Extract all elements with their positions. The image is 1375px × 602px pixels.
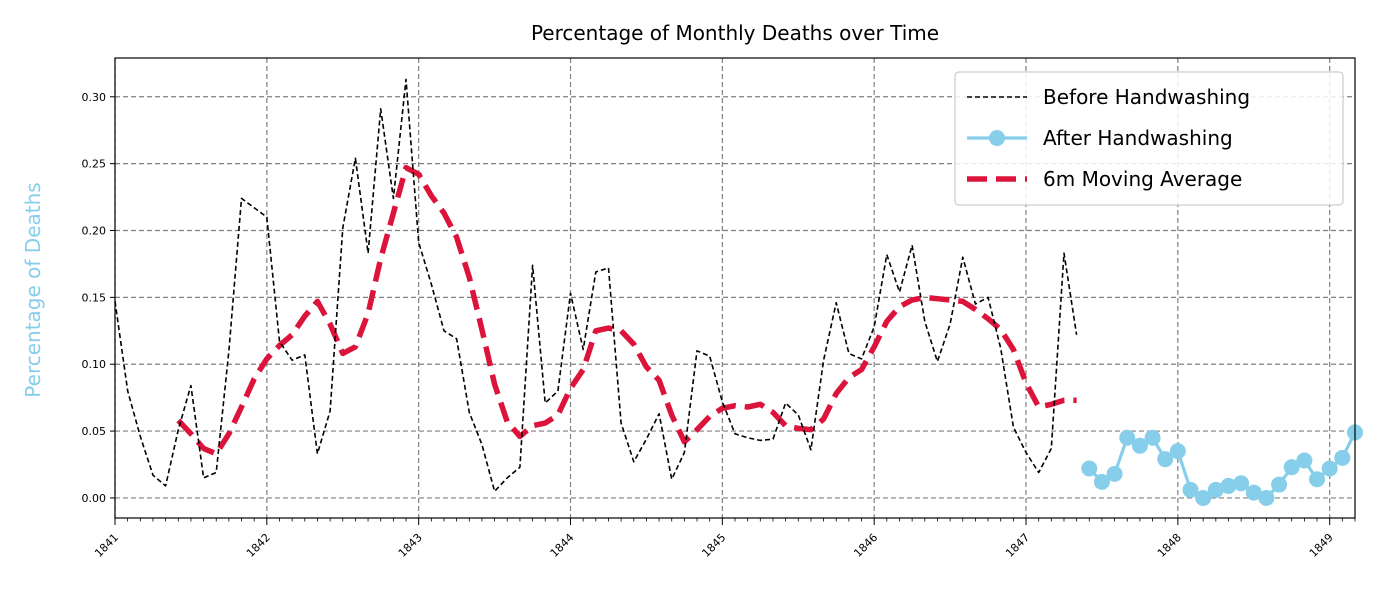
- data-point: [1081, 460, 1098, 477]
- data-point: [1157, 451, 1174, 468]
- data-point: [1220, 477, 1237, 494]
- data-point: [1283, 459, 1300, 476]
- x-tick-label: 1848: [1155, 531, 1184, 560]
- data-point: [1169, 443, 1186, 460]
- data-point: [1271, 476, 1288, 493]
- y-tick-label: 0.15: [82, 291, 107, 304]
- series-line-2: [176, 164, 1077, 457]
- data-point: [1334, 449, 1351, 466]
- y-axis-label: Percentage of Deaths: [21, 182, 45, 397]
- data-point: [1144, 429, 1161, 446]
- data-point: [1233, 475, 1250, 492]
- data-point: [1309, 471, 1326, 488]
- series-line-0: [114, 78, 1078, 493]
- data-point: [1245, 484, 1262, 501]
- x-tick-label: 1841: [92, 531, 121, 560]
- data-point: [1131, 437, 1148, 454]
- chart-title: Percentage of Monthly Deaths over Time: [531, 21, 939, 45]
- after-markers: [1081, 424, 1363, 506]
- y-tick-label: 0.05: [82, 425, 107, 438]
- data-point: [1093, 473, 1110, 490]
- data-point: [1296, 452, 1313, 469]
- legend-entry: 6m Moving Average: [1043, 167, 1242, 191]
- y-tick-label: 0.25: [82, 158, 107, 171]
- x-tick-label: 1845: [699, 531, 728, 560]
- y-tick-labels: 0.00 0.05 0.10 0.15 0.20 0.25 0.30: [82, 91, 107, 505]
- data-point: [1182, 481, 1199, 498]
- legend-box: [954, 71, 1344, 206]
- data-point: [1207, 481, 1224, 498]
- axis-ticks: [110, 96, 1356, 525]
- data-point: [1321, 460, 1338, 477]
- x-tick-label: 1846: [851, 531, 880, 560]
- x-tick-labels: 1841 1842 1843 1844 1845 1846 1847 1848 1849: [92, 531, 1336, 560]
- y-tick-label: 0.10: [82, 358, 107, 371]
- data-point: [1258, 489, 1275, 506]
- data-point: [1195, 489, 1212, 506]
- data-point: [1106, 465, 1123, 482]
- x-tick-label: 1847: [1003, 531, 1032, 560]
- legend: Before Handwashing After Handwashing 6m Mo…: [954, 71, 1344, 206]
- legend-marker: [989, 130, 1005, 146]
- legend-entry: After Handwashing: [1043, 126, 1233, 150]
- x-tick-label: 1842: [244, 531, 273, 560]
- x-tick-label: 1843: [396, 531, 425, 560]
- data-point: [1119, 429, 1136, 446]
- y-tick-label: 0.20: [82, 225, 107, 238]
- y-tick-label: 0.30: [82, 91, 107, 104]
- x-tick-label: 1844: [548, 531, 577, 560]
- y-tick-label: 0.00: [82, 492, 107, 505]
- legend-entry: Before Handwashing: [1043, 85, 1250, 109]
- x-tick-label: 1849: [1307, 531, 1336, 560]
